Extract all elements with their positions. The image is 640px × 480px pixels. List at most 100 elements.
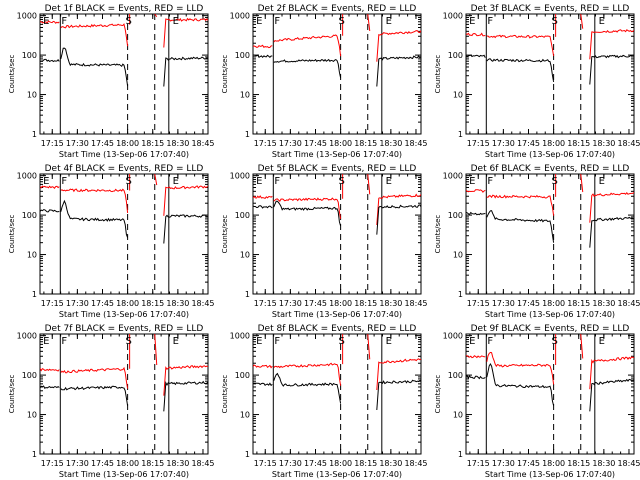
saa-edge (555, 174, 584, 197)
series-line (376, 30, 421, 62)
x-tick-label: 18:15 (354, 299, 377, 308)
x-tick-label: 18:00 (329, 459, 352, 468)
marker-label: E (173, 176, 179, 187)
x-tick-label: 17:30 (279, 459, 302, 468)
marker-label: E (43, 336, 49, 347)
saa-edge (129, 14, 158, 25)
saa-edge (129, 334, 158, 369)
x-tick-label: 18:15 (141, 139, 164, 148)
series-line (273, 362, 342, 386)
marker-label: S (338, 16, 344, 27)
y-tick-label: 1000 (230, 172, 250, 181)
series-line (466, 32, 486, 37)
marker-label: E (43, 176, 49, 187)
x-tick-label: 17:30 (492, 459, 515, 468)
x-tick-label: 18:30 (592, 299, 615, 308)
marker-label: E (469, 16, 475, 27)
series-line (163, 365, 208, 396)
plot-frame (252, 13, 422, 135)
marker-label: E (599, 16, 605, 27)
x-tick-label: 18:15 (567, 139, 590, 148)
series-line (273, 58, 342, 79)
panel-7: Det 7f BLACK = Events, RED = LLD 1 10 100 10… (8, 324, 215, 479)
panel-title: Det 4f BLACK = Events, RED = LLD (45, 164, 204, 174)
y-tick-label: 100 (235, 371, 250, 380)
y-axis-label: Counts/sec (8, 55, 16, 94)
panel-9: Det 9f BLACK = Events, RED = LLD 1 10 100 10… (434, 324, 640, 479)
x-tick-label: 18:45 (617, 139, 640, 148)
x-tick-label: 17:45 (91, 459, 114, 468)
marker-label: S (125, 16, 131, 27)
series-line (273, 197, 342, 219)
x-tick-label: 17:30 (492, 299, 515, 308)
series-line (163, 380, 208, 412)
x-tick-label: 17:15 (41, 459, 64, 468)
series-line (253, 44, 273, 49)
series-line (163, 56, 208, 87)
x-tick-label: 18:30 (379, 139, 402, 148)
x-tick-label: 18:00 (116, 139, 139, 148)
x-tick-label: 17:45 (517, 299, 540, 308)
series-line (163, 214, 208, 244)
series-line (486, 34, 555, 56)
y-tick-label: 10 (240, 91, 250, 100)
marker-label: E (256, 336, 262, 347)
y-axis-label: Counts/sec (8, 375, 16, 414)
x-tick-label: 17:15 (41, 299, 64, 308)
series-line (466, 189, 486, 193)
y-axis-label: Counts/sec (221, 55, 229, 94)
y-tick-label: 10 (453, 251, 463, 260)
y-tick-label: 10 (27, 91, 37, 100)
panel-6: Det 6f BLACK = Events, RED = LLD 1 10 100 10… (434, 164, 640, 319)
y-tick-label: 1000 (230, 12, 250, 21)
x-tick-label: 17:45 (304, 299, 327, 308)
panel-title: Det 5f BLACK = Events, RED = LLD (258, 164, 417, 174)
x-tick-label: 17:30 (66, 139, 89, 148)
series-line (376, 358, 421, 391)
plot-frame (39, 173, 209, 295)
series-line (466, 54, 486, 58)
y-axis-label: Counts/sec (434, 215, 442, 254)
marker-label: F (61, 176, 67, 187)
series-line (466, 355, 486, 359)
series-line (589, 29, 634, 60)
x-tick-label: 18:15 (141, 299, 164, 308)
marker-label: F (274, 176, 280, 187)
series-line (486, 210, 555, 243)
marker-label: F (487, 176, 493, 187)
x-tick-label: 17:45 (91, 299, 114, 308)
series-line (60, 47, 129, 87)
y-tick-label: 100 (22, 211, 37, 220)
y-tick-label: 1000 (230, 332, 250, 341)
marker-label: S (338, 336, 344, 347)
x-tick-label: 17:30 (66, 459, 89, 468)
plot-area (253, 14, 421, 134)
x-tick-label: 17:45 (517, 459, 540, 468)
y-tick-label: 10 (453, 411, 463, 420)
x-tick-label: 17:30 (279, 139, 302, 148)
panel-5: Det 5f BLACK = Events, RED = LLD 1 10 100 10… (221, 164, 428, 319)
saa-edge (342, 334, 371, 365)
series-line (40, 20, 60, 24)
x-tick-label: 18:45 (617, 299, 640, 308)
x-axis-label: Start Time (13-Sep-06 17:07:40) (485, 150, 615, 159)
panel-title: Det 1f BLACK = Events, RED = LLD (45, 4, 204, 14)
x-tick-label: 17:30 (492, 139, 515, 148)
x-tick-label: 18:45 (191, 299, 214, 308)
series-line (273, 34, 342, 57)
x-tick-label: 18:45 (617, 459, 640, 468)
marker-label: E (256, 176, 262, 187)
marker-label: E (386, 176, 392, 187)
x-tick-label: 18:00 (542, 299, 565, 308)
series-line (273, 372, 342, 404)
saa-edge (129, 174, 158, 191)
x-tick-label: 17:15 (41, 139, 64, 148)
y-tick-label: 100 (448, 51, 463, 60)
series-line (589, 54, 634, 85)
y-tick-label: 1 (458, 450, 463, 459)
plot-frame (39, 333, 209, 455)
panel-title: Det 6f BLACK = Events, RED = LLD (471, 164, 630, 174)
x-tick-label: 17:30 (66, 299, 89, 308)
series-line (253, 54, 273, 59)
series-line (60, 385, 129, 406)
